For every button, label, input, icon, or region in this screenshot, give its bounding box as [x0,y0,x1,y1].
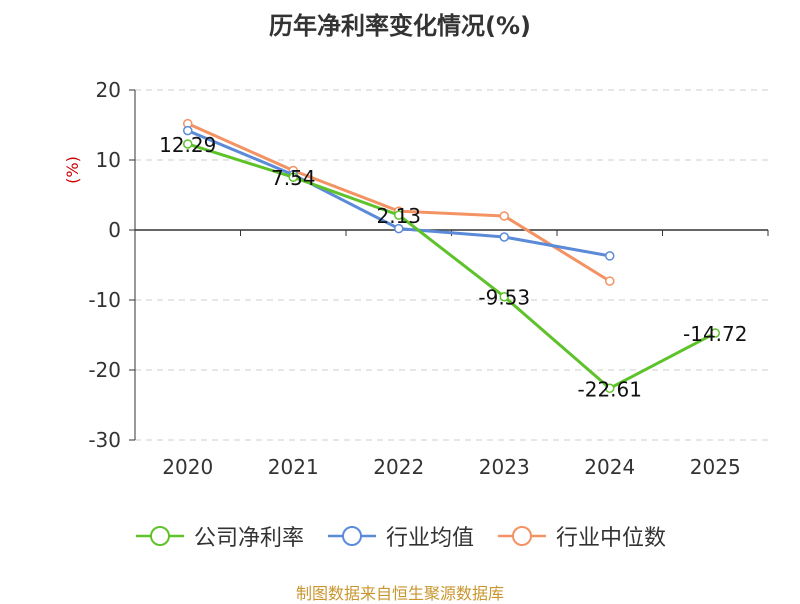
data-label: -14.72 [683,322,747,346]
y-tick-label: -20 [88,358,121,382]
legend-label: 公司净利率 [193,526,304,551]
series-line [187,142,716,390]
y-tick-label: 0 [108,218,121,242]
y-tick-label: -30 [88,428,121,452]
axes: 20 10 0 -10 -20 -30 2020 2021 2022 2023 2024 2025 (%… [63,78,769,479]
series-lines [183,118,720,394]
legend-item: 行业中位数 [496,520,666,552]
source-note: 制图数据来自恒生聚源数据库 [295,584,504,603]
data-point [288,172,298,182]
x-tick-label: 2023 [479,455,530,479]
data-labels: 12.29 7.54 2.13 -9.53 -22.61 -14.72 [159,133,747,401]
series-line [187,129,611,258]
x-tick-label: 2022 [373,455,424,479]
data-label: 2.13 [376,204,421,228]
x-tick-label: 2025 [690,455,741,479]
legend-item: 行业均值 [326,520,474,552]
data-point [605,276,615,286]
legend-marker-icon [327,526,376,546]
x-tick-label: 2020 [162,455,213,479]
data-label: -22.61 [578,377,642,401]
data-label: 7.54 [271,166,316,190]
data-point [499,232,509,242]
data-point [183,125,193,136]
x-tick-label: 2021 [268,455,319,479]
data-point [605,251,615,261]
legend-marker-icon [498,526,546,546]
legend-label: 行业均值 [385,526,474,551]
data-point [605,383,615,394]
y-tick-label: 20 [96,78,121,102]
legend-marker-icon [135,526,184,546]
data-point [710,328,720,338]
legend-item: 公司净利率 [134,520,304,552]
legend: 公司净利率 行业均值 行业中位数 [0,520,800,552]
data-point [394,223,404,234]
y-tick-label: 10 [96,148,121,172]
data-label: 12.29 [159,133,216,157]
data-point [499,211,509,221]
data-label: -9.53 [478,286,530,310]
data-point [394,210,404,220]
series-line [187,122,611,283]
chart-title: 历年净利率变化情况(%) [269,12,531,40]
legend-label: 行业中位数 [556,526,667,551]
data-point [499,291,509,302]
x-tick-label: 2024 [584,455,635,479]
y-tick-label: -10 [88,288,121,312]
y-axis-label: (%) [63,156,82,184]
data-point [183,139,193,149]
